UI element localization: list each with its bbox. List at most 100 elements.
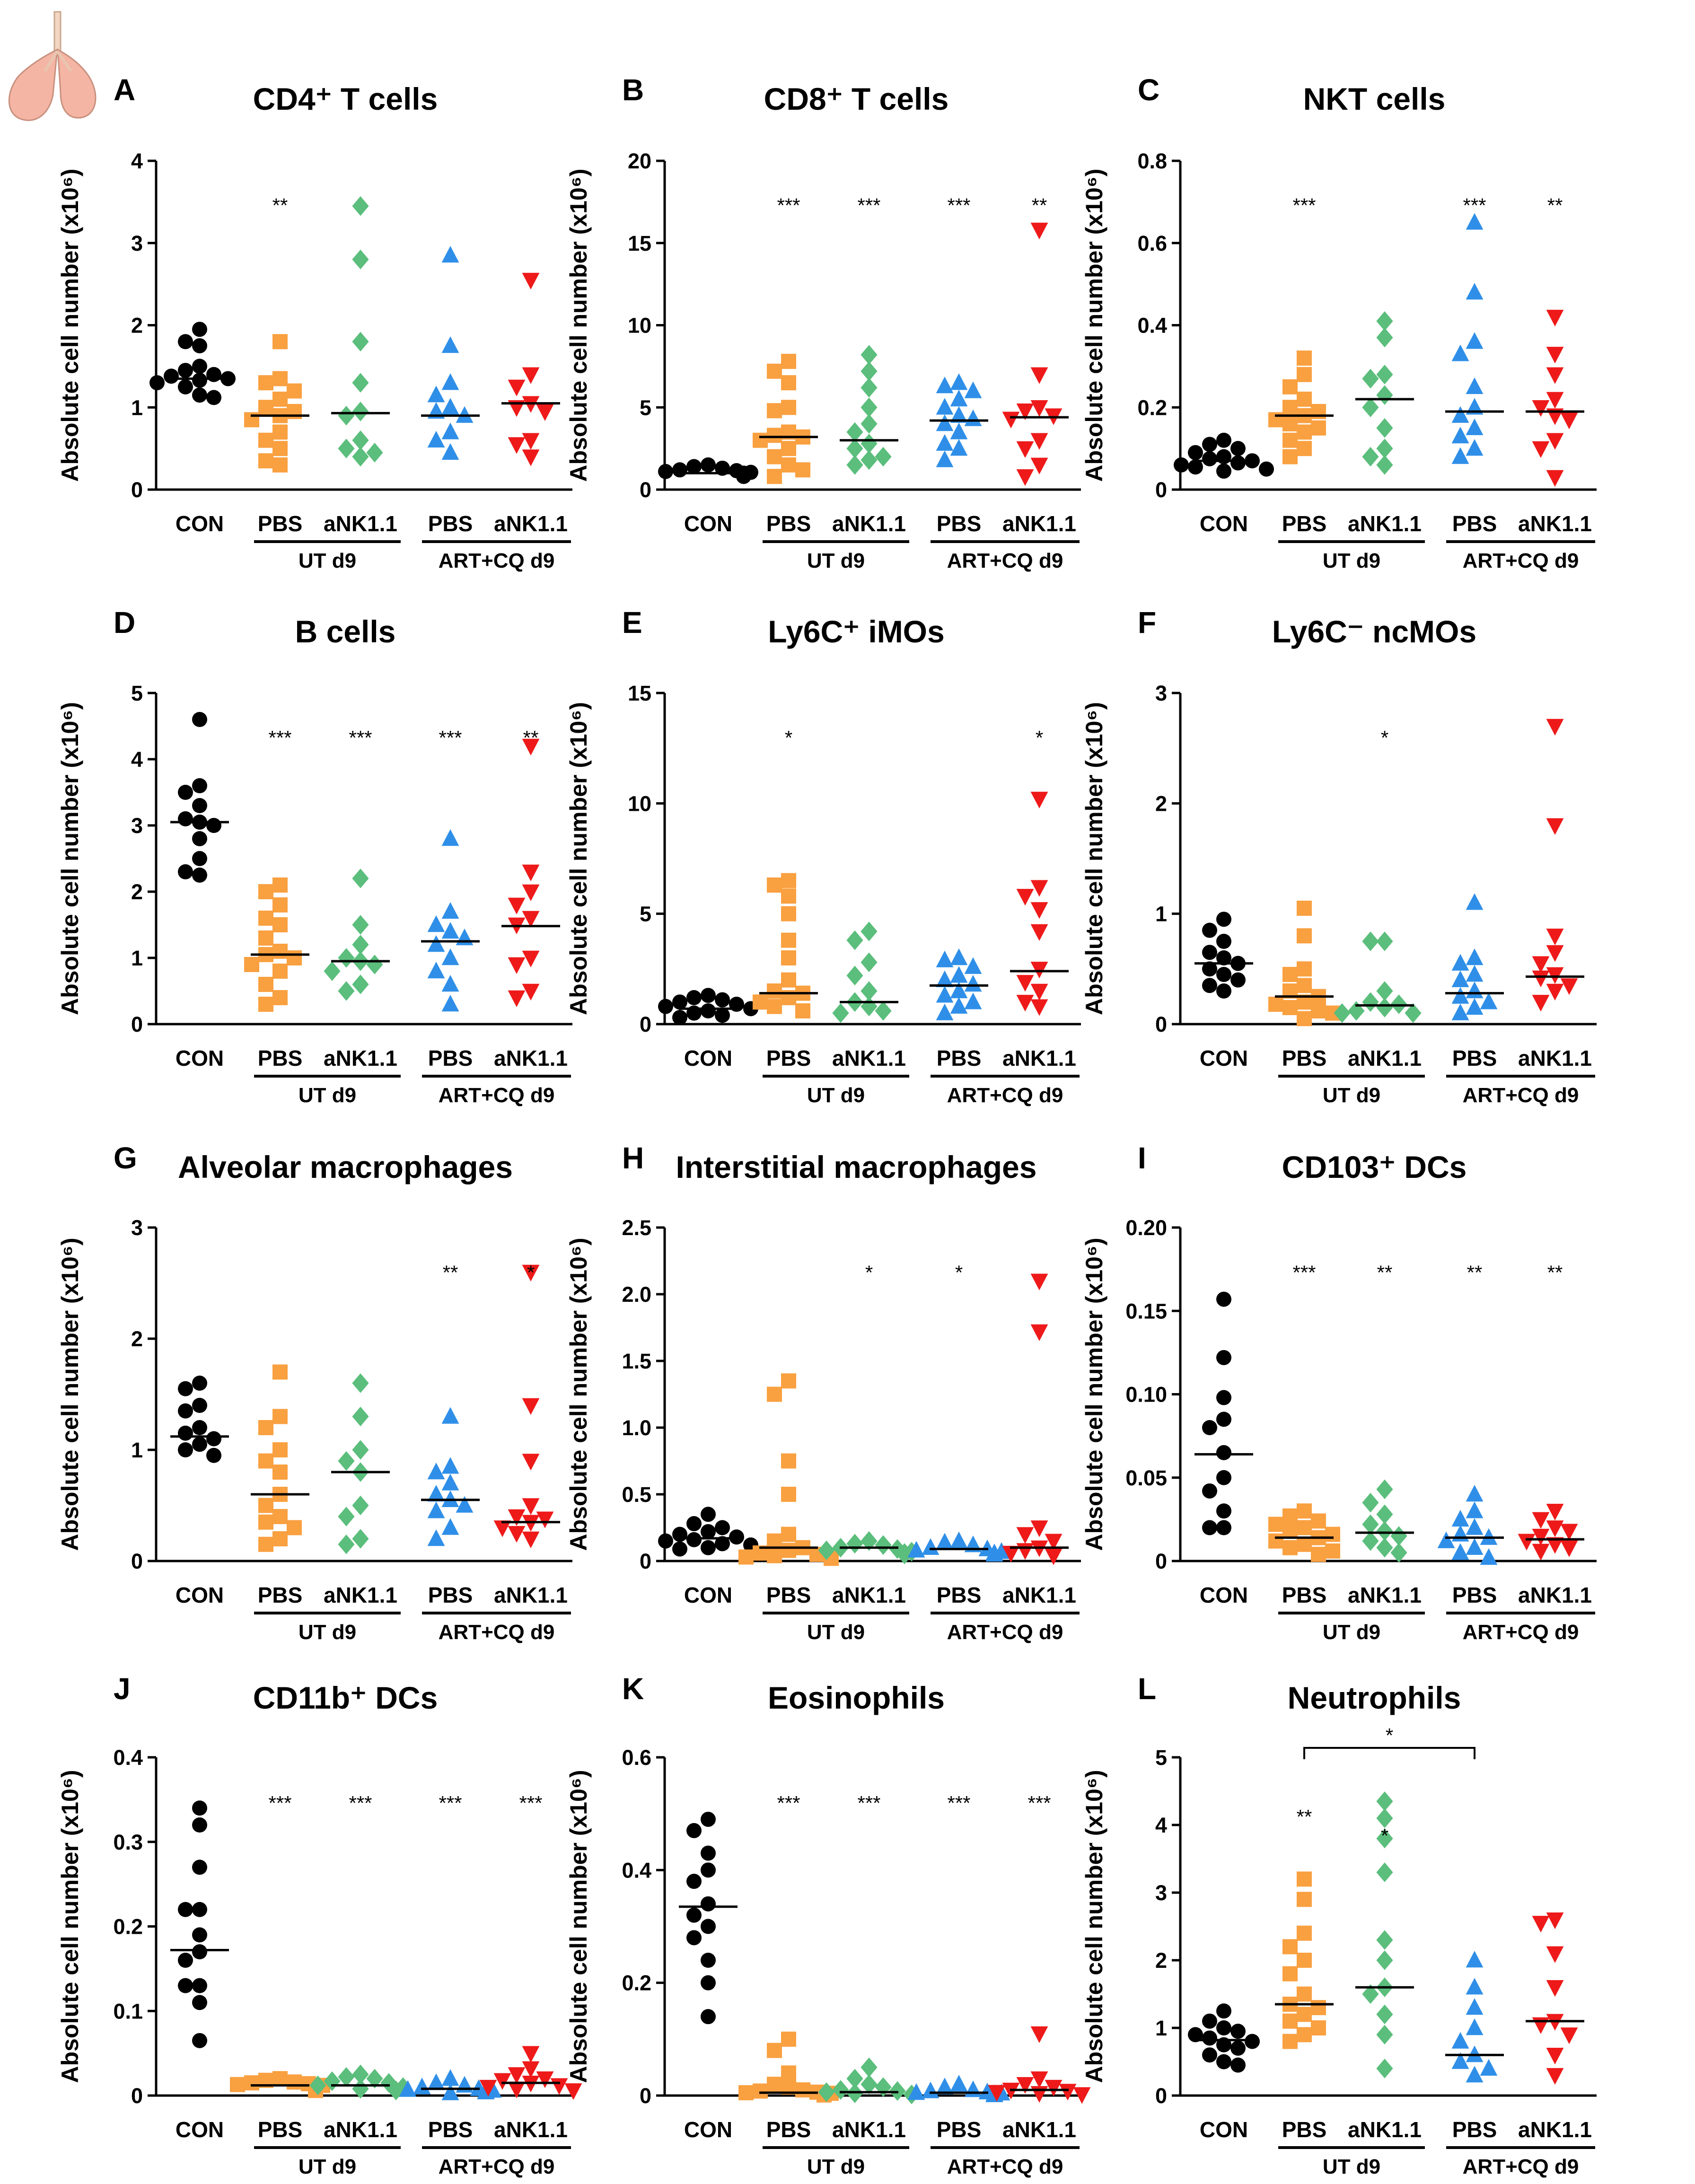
square-point xyxy=(258,400,273,415)
triangle-up-point xyxy=(964,975,982,992)
category-label: aNK1.1 xyxy=(1002,2117,1076,2142)
square-point xyxy=(1297,1925,1312,1941)
triangle-down-point xyxy=(1030,983,1048,1000)
series-art-pbs xyxy=(930,948,988,1020)
square-point xyxy=(1325,1543,1340,1559)
series-ut-ank1-1 xyxy=(1355,311,1414,475)
circle-point xyxy=(1188,2027,1203,2043)
triangle-up-point xyxy=(427,1501,445,1518)
significance-label: *** xyxy=(1028,1792,1051,1814)
circle-point xyxy=(1216,449,1231,465)
y-tick-label: 1 xyxy=(131,395,143,420)
panel-title: NKT cells xyxy=(1303,81,1446,116)
panel-title: Interstitial macrophages xyxy=(676,1149,1037,1184)
triangle-up-point xyxy=(1451,1543,1469,1560)
series-ut-ank1-1: *** xyxy=(309,1792,412,2101)
triangle-up-point xyxy=(936,986,954,1003)
circle-point xyxy=(686,1907,702,1923)
circle-point xyxy=(1188,445,1203,460)
diamond-point xyxy=(1376,1862,1393,1882)
square-point xyxy=(1311,2000,1326,2016)
circle-point xyxy=(192,868,207,883)
triangle-up-point xyxy=(441,443,459,460)
circle-point xyxy=(1202,1420,1217,1435)
group-label: UT d9 xyxy=(807,2155,865,2178)
diamond-point xyxy=(338,2067,355,2087)
triangle-up-point xyxy=(1451,344,1469,361)
circle-point xyxy=(192,1978,207,1993)
group-label: ART+CQ d9 xyxy=(947,1084,1063,1107)
triangle-up-point xyxy=(427,1529,445,1546)
category-label: PBS xyxy=(1452,1583,1497,1607)
square-point xyxy=(1311,1546,1326,1562)
panel-f: F Ly6C⁻ ncMOs Absolute cell number (x10⁶) 0… xyxy=(1081,605,1597,1107)
series-art-pbs: *** xyxy=(907,1792,1010,2103)
circle-point xyxy=(701,1845,716,1861)
y-axis-label: Absolute cell number (x10⁶) xyxy=(565,702,592,1015)
diamond-point xyxy=(352,1406,369,1427)
diamond-point xyxy=(352,915,369,935)
significance-label: * xyxy=(527,1262,535,1284)
circle-point xyxy=(192,322,207,337)
panel-title: CD4⁺ T cells xyxy=(253,81,438,116)
circle-point xyxy=(192,831,207,846)
square-point xyxy=(1268,997,1283,1012)
square-point xyxy=(767,1386,782,1402)
triangle-up-point xyxy=(1451,447,1469,464)
triangle-up-point xyxy=(456,929,474,946)
triangle-down-point xyxy=(1030,902,1048,919)
triangle-down-point xyxy=(508,379,526,396)
y-tick-label: 0.15 xyxy=(1125,1299,1167,1323)
category-label: PBS xyxy=(258,2117,303,2142)
square-point xyxy=(1297,351,1312,366)
y-tick-label: 1 xyxy=(1155,902,1167,926)
diamond-point xyxy=(1362,397,1379,418)
circle-point xyxy=(1216,2020,1231,2035)
square-point xyxy=(781,2031,796,2047)
square-point xyxy=(244,2075,259,2091)
y-tick-label: 0 xyxy=(131,1012,143,1036)
diamond-point xyxy=(1376,2004,1393,2025)
triangle-up-point xyxy=(441,336,459,353)
square-point xyxy=(272,2071,288,2087)
triangle-up-point xyxy=(1466,1998,1484,2015)
triangle-down-point xyxy=(522,738,540,755)
triangle-up-point xyxy=(413,2078,431,2095)
square-point xyxy=(1297,2027,1312,2043)
circle-point xyxy=(701,1003,716,1018)
diamond-point xyxy=(324,961,341,981)
y-axis-label: Absolute cell number (x10⁶) xyxy=(565,1770,592,2083)
square-point xyxy=(738,2085,754,2101)
category-label: aNK1.1 xyxy=(832,2117,906,2142)
diamond-point xyxy=(352,868,369,888)
square-point xyxy=(795,2082,810,2098)
diamond-point xyxy=(861,397,878,418)
category-label: CON xyxy=(176,2117,224,2142)
y-tick-label: 0 xyxy=(640,1012,651,1036)
square-point xyxy=(1297,1953,1312,1968)
square-point xyxy=(1297,1986,1312,2002)
triangle-up-point xyxy=(936,970,954,987)
category-label: PBS xyxy=(766,1046,811,1070)
square-point xyxy=(258,1514,273,1530)
y-tick-label: 2 xyxy=(131,1327,143,1351)
diamond-point xyxy=(352,2079,369,2099)
triangle-up-point xyxy=(441,948,459,965)
square-point xyxy=(781,2065,796,2081)
circle-point xyxy=(192,1927,207,1943)
category-label: CON xyxy=(684,2117,732,2142)
triangle-up-point xyxy=(1466,1501,1484,1518)
panel-c: C NKT cells Absolute cell number (x10⁶) 0 0.… xyxy=(1081,73,1597,572)
square-point xyxy=(781,441,796,456)
circle-point xyxy=(178,1953,193,1968)
triangle-down-point xyxy=(1030,924,1048,941)
diamond-point xyxy=(338,439,355,458)
circle-point xyxy=(178,1978,193,1993)
square-point xyxy=(1282,449,1298,465)
significance-label: *** xyxy=(439,727,462,749)
square-point xyxy=(1325,1526,1340,1542)
panel-b: B CD8⁺ T cells Absolute cell number (x10⁶)… xyxy=(565,73,1081,572)
category-label: PBS xyxy=(258,511,303,536)
series-art-ank1-1: * xyxy=(493,1262,560,1548)
circle-point xyxy=(672,1541,687,1557)
